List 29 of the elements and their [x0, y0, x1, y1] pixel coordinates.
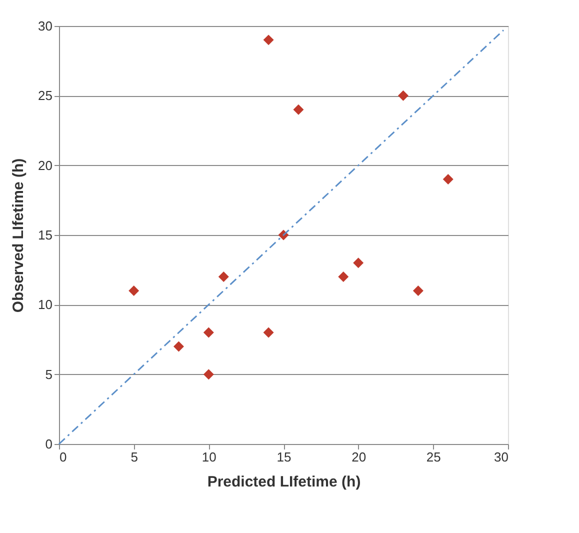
point — [442, 174, 454, 185]
point — [338, 272, 349, 282]
point — [398, 90, 408, 101]
y-tick-label: 10 — [38, 297, 52, 312]
x-tick-label: 0 — [60, 450, 67, 464]
point — [293, 104, 304, 115]
x-axis-title: Predicted LIfetime (h) — [207, 474, 361, 490]
point — [203, 327, 214, 338]
x-tick-label: 15 — [276, 450, 292, 464]
x-tick-label: 5 — [130, 450, 138, 464]
point — [263, 327, 274, 338]
point — [263, 34, 274, 46]
y-tick-label: 5 — [45, 366, 52, 382]
y-tick-label: 30 — [38, 18, 52, 34]
y-axis-title: Observed LIfetime (h) — [10, 158, 28, 313]
point — [412, 285, 424, 296]
point — [218, 272, 229, 282]
y-tick-label: 0 — [45, 436, 52, 452]
point — [173, 341, 184, 352]
point — [128, 285, 140, 296]
y-tick-label: 25 — [38, 88, 52, 104]
x-tick-label: 25 — [426, 450, 441, 464]
x-tick-label: 10 — [202, 450, 216, 464]
point — [353, 258, 364, 268]
point — [203, 369, 214, 380]
x-tick-label: 20 — [352, 450, 366, 464]
x-tick-label: 30 — [494, 450, 508, 464]
y-tick-label: 20 — [38, 158, 52, 173]
y-tick-label: 15 — [38, 228, 52, 242]
